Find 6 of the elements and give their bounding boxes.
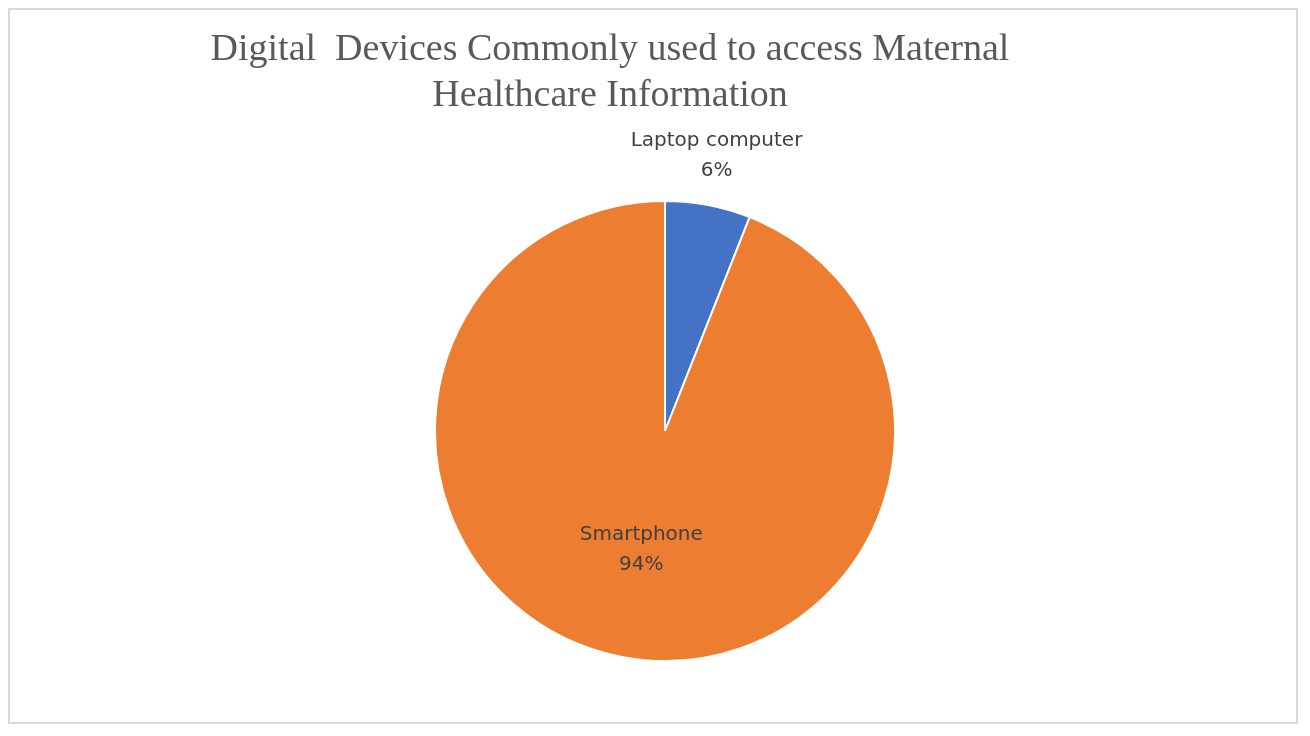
pie-slice [434, 200, 896, 662]
slice-label: Smartphone [579, 521, 703, 546]
chart-title: Digital Devices Commonly used to access Maternal Healthcare Information [209, 25, 1011, 116]
data-label: 6% [700, 156, 733, 181]
slice-label: Laptop computer [630, 126, 804, 151]
data-label: 94% [619, 551, 664, 576]
